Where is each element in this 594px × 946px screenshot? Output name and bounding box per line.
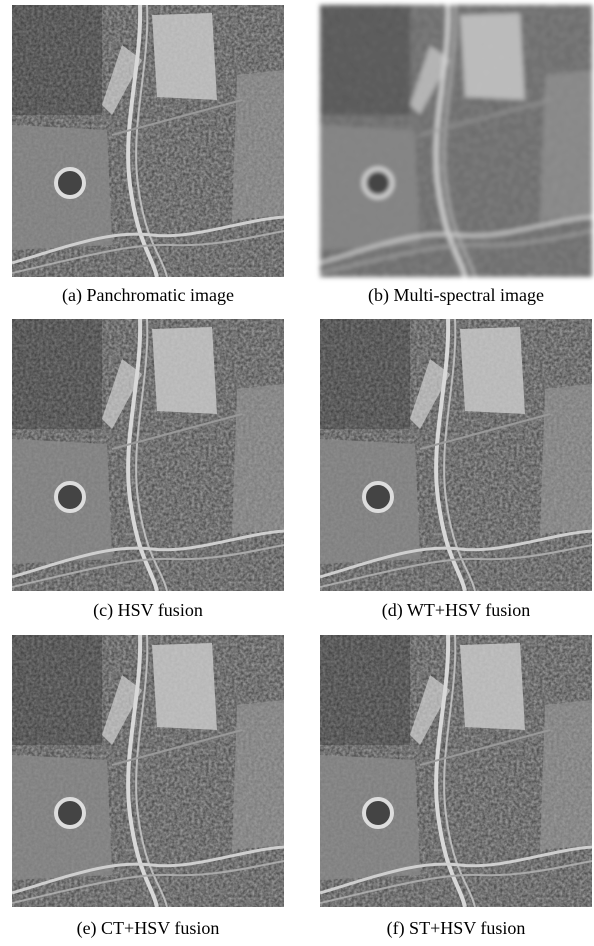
- caption: (d) WT+HSV fusion: [382, 600, 530, 621]
- caption: (c) HSV fusion: [93, 600, 203, 621]
- hsv-fusion-image: [12, 319, 284, 591]
- caption: (e) CT+HSV fusion: [77, 918, 220, 939]
- wt-hsv-fusion-image: [320, 319, 592, 591]
- ct-hsv-fusion-image: [12, 635, 284, 907]
- figure: (a) Panchromatic image (b) Multi-spectra…: [0, 0, 594, 946]
- st-hsv-fusion-image: [320, 635, 592, 907]
- caption: (a) Panchromatic image: [62, 285, 234, 306]
- multispectral-image-group: [320, 5, 592, 277]
- caption: (b) Multi-spectral image: [368, 285, 544, 306]
- panchromatic-image: [12, 5, 284, 277]
- multispectral-image: [320, 5, 592, 277]
- caption: (f) ST+HSV fusion: [387, 918, 526, 939]
